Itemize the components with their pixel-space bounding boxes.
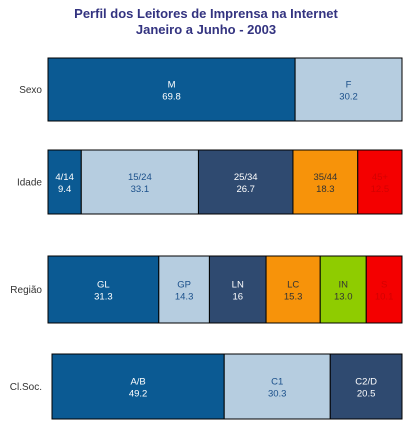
segment-label: 45+ bbox=[372, 172, 389, 183]
segment-label: LC bbox=[287, 280, 299, 291]
data-label: 30.2 bbox=[339, 92, 358, 103]
segment-label: A/B bbox=[130, 377, 145, 388]
data-label: 14.3 bbox=[175, 292, 194, 303]
segment-label: GL bbox=[97, 280, 110, 291]
bar-segment bbox=[365, 255, 403, 324]
data-label: 12.5 bbox=[371, 184, 390, 195]
bar-segment bbox=[319, 255, 367, 324]
data-label: 30.3 bbox=[268, 389, 287, 400]
bar-segment bbox=[47, 255, 160, 324]
data-label: 15.3 bbox=[284, 292, 303, 303]
segment-label: 15/24 bbox=[128, 172, 152, 183]
data-label: 49.2 bbox=[129, 389, 148, 400]
data-label: 31.3 bbox=[94, 292, 113, 303]
bar-segment bbox=[223, 353, 331, 420]
segment-label: F bbox=[346, 80, 352, 91]
data-label: 10.1 bbox=[375, 292, 394, 303]
segment-label: 4/14 bbox=[55, 172, 74, 183]
bar-segment bbox=[51, 353, 225, 420]
bar-segment bbox=[357, 149, 403, 215]
bar-segment bbox=[197, 149, 294, 215]
bar-segment bbox=[292, 149, 359, 215]
segment-label: M bbox=[168, 80, 176, 91]
data-label: 9.4 bbox=[58, 184, 71, 195]
segment-label: C2/D bbox=[355, 377, 377, 388]
bar-segment bbox=[294, 57, 403, 122]
data-label: 26.7 bbox=[236, 184, 255, 195]
bar-segment bbox=[265, 255, 321, 324]
bar-segment bbox=[80, 149, 199, 215]
data-label: 33.1 bbox=[131, 184, 150, 195]
row-label: Idade bbox=[17, 178, 42, 189]
chart-subtitle: Janeiro a Junho - 2003 bbox=[135, 22, 277, 37]
segment-label: C1 bbox=[271, 377, 283, 388]
data-label: 69.8 bbox=[162, 92, 181, 103]
data-label: 18.3 bbox=[316, 184, 335, 195]
segment-label: LN bbox=[232, 280, 244, 291]
chart-row: Sexo M69.8 F30.2 bbox=[19, 57, 403, 122]
bar-segment bbox=[47, 57, 296, 122]
segment-label: S bbox=[381, 280, 387, 291]
data-label: 13.0 bbox=[334, 292, 353, 303]
data-label: 16 bbox=[232, 292, 243, 303]
row-label: Cl.Soc. bbox=[10, 382, 42, 393]
segment-label: IN bbox=[338, 280, 348, 291]
segment-label: 25/34 bbox=[234, 172, 258, 183]
row-label: Região bbox=[10, 285, 42, 296]
bar-segment bbox=[329, 353, 403, 420]
chart-title: Perfil dos Leitores de Imprensa na Inter… bbox=[74, 6, 338, 21]
data-label: 20.5 bbox=[357, 389, 376, 400]
bar-segment bbox=[47, 149, 82, 215]
row-label: Sexo bbox=[19, 85, 42, 96]
bar-segment bbox=[158, 255, 210, 324]
segment-label: GP bbox=[177, 280, 191, 291]
segment-label: 35/44 bbox=[313, 172, 337, 183]
